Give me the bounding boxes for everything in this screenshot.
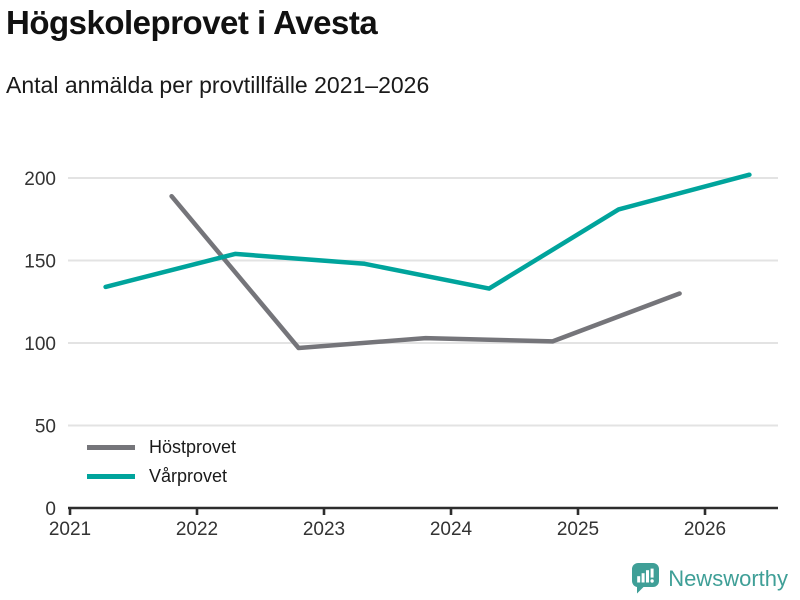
y-axis-tick-label: 0 bbox=[45, 499, 56, 520]
x-axis-tick-label: 2022 bbox=[176, 519, 218, 540]
legend-swatch-hostprovet bbox=[87, 444, 135, 450]
series-line-hostprovet bbox=[169, 193, 682, 351]
chart-legend: Höstprovet Vårprovet bbox=[87, 437, 236, 495]
y-axis-tick-label: 150 bbox=[24, 252, 56, 273]
newsworthy-wordmark: Newsworthy bbox=[668, 565, 788, 591]
chart-title: Högskoleprovet i Avesta bbox=[6, 4, 378, 41]
legend-label-hostprovet: Höstprovet bbox=[149, 437, 237, 457]
x-axis-tick-label: 2023 bbox=[303, 519, 345, 540]
y-axis-tick-label: 50 bbox=[35, 417, 56, 438]
newsworthy-logo: Newsworthy bbox=[632, 563, 788, 594]
legend-item-hostprovet: Höstprovet bbox=[87, 437, 236, 457]
x-axis-tick-label: 2026 bbox=[684, 519, 726, 540]
legend-label-varprovet: Vårprovet bbox=[149, 466, 228, 486]
newsworthy-bar-chart-icon bbox=[632, 563, 660, 594]
y-axis-tick-label: 100 bbox=[24, 334, 56, 355]
chart-subtitle: Antal anmälda per provtillfälle 2021–202… bbox=[6, 72, 430, 98]
x-axis-tick-label: 2024 bbox=[430, 519, 473, 540]
x-axis-tick-label: 2025 bbox=[557, 519, 599, 540]
series-line-varprovet bbox=[103, 172, 752, 291]
legend-swatch-varprovet bbox=[87, 473, 135, 479]
x-axis-tick-label: 2021 bbox=[49, 519, 91, 540]
legend-item-varprovet: Vårprovet bbox=[87, 466, 236, 486]
y-axis-tick-label: 200 bbox=[24, 169, 56, 190]
